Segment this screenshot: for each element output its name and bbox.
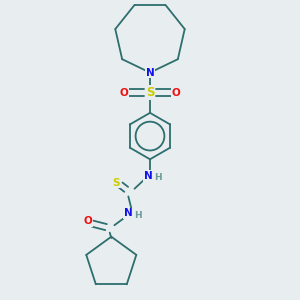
Text: N: N: [146, 68, 154, 78]
Text: N: N: [144, 171, 153, 181]
Text: O: O: [119, 88, 128, 98]
Text: H: H: [154, 173, 162, 182]
Text: S: S: [112, 178, 120, 188]
Text: H: H: [134, 211, 141, 220]
Text: N: N: [124, 208, 133, 218]
Text: O: O: [84, 216, 92, 226]
Text: S: S: [146, 86, 154, 99]
Text: O: O: [172, 88, 181, 98]
